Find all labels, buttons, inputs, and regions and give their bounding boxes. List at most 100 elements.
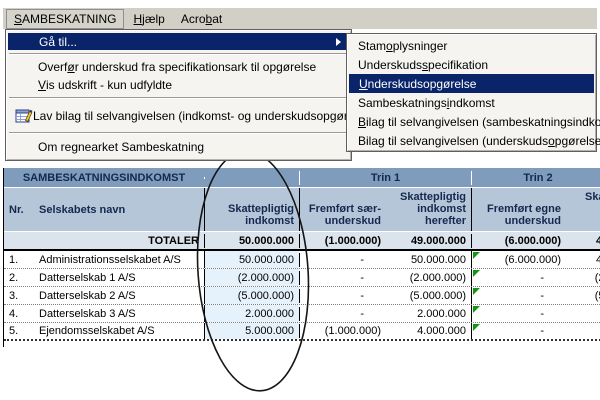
table-header-row: Nr. Selskabets navn Skattepligtig indkom… [4,188,600,232]
menu-separator [9,97,348,99]
cell-value: - [540,307,544,320]
totals-her1: 49.000.000 [410,234,466,247]
cell-indkomst-herefter-1[interactable]: 50.000.000 [410,253,466,266]
cell-indkomst-herefter-1[interactable]: (5.000.000) [409,289,466,302]
submenu-item-sambeskatningsindkomst[interactable]: Sambeskatnings i ndkomst [348,93,595,112]
label-segment: pgørelse) [554,133,600,148]
cell-skattepligtig-indkomst[interactable]: (5.000.000) [204,287,299,304]
cell-indkomst-herefter-1[interactable]: 4.000.000 [417,325,466,337]
label-segment: ilag til selvangivelsen (sambeskatningsi… [366,114,600,129]
menu-item-ga-til[interactable]: Gå til... [8,33,349,50]
menu-item-lav-bilag[interactable]: Lav bilag til selvangivelsen (indkomst- … [7,102,374,129]
row-nr: 2. [9,271,19,284]
cell-indkomst-herefter-2[interactable]: 4.000.000 [566,324,600,338]
table-row: 1. Administrationsselskabet A/S 50.000.0… [4,251,600,269]
band-trin1: Trin 1 [299,170,471,185]
cell-indkomst-herefter-2[interactable]: 44.000.000 [566,253,600,267]
table-title: SAMBESKATNINGSINDKOMST [22,171,186,184]
cell-fremfort-egne[interactable]: - [471,269,566,286]
label-segment: o [386,38,393,53]
header-indkomst-herefter-2: Skattepligtig indkomst herefter [584,191,600,203]
totals-spacer [4,240,34,242]
submenu-item-bilag-underskudsopgorelse[interactable]: Bilag til selvangivelsen (underskuds o pgø… [348,131,600,150]
row-nr: 5. [9,325,19,337]
row-nr: 4. [9,307,19,320]
cell-indkomst-herefter-2[interactable]: (5.000.000) [594,289,600,302]
header-selskabets-navn: Selskabets navn [39,203,126,216]
cell-value: (6.000.000) [504,253,561,266]
sambeskatning-table: SAMBESKATNINGSINDKOMST Trin 1 Trin 2 Nr.… [3,168,600,347]
cell-value: - [540,325,544,337]
label-segment: ndkomst [449,95,495,110]
label-segment: Overf [38,60,68,74]
ga-til-submenu: Stam o plysninger Underskuds s pecifikation … [346,33,600,152]
header-fremfort-saerunderskud: Fremført sær-underskud [299,188,386,231]
cell-fremfort-egne[interactable]: (6.000.000) [471,251,566,268]
comment-marker-icon [473,324,480,331]
cell-skattepligtig-indkomst[interactable]: (2.000.000) [204,269,299,286]
menu-separator [9,132,348,134]
label-segment: at [212,11,223,26]
menubar-item-acrobat[interactable]: Acrobat [174,10,229,28]
label-segment: U [359,76,368,91]
label-segment: o [548,133,555,148]
table-row: 4. Datterselskab 3 A/S 2.000.000 - 2.000… [4,305,600,323]
label-segment: B [358,114,367,129]
menu-item-om-regnearket[interactable]: Om regnearket Sambeskatning [7,137,350,157]
cell-indkomst-herefter-1[interactable]: (2.000.000) [409,271,466,284]
menubar-item-hjaelp[interactable]: Hjælp [126,10,171,28]
totals-label: TOTALER [148,234,199,247]
label-segment: S [14,11,23,26]
label-segment: plysninger [392,38,448,53]
cell-fremfort-saer[interactable]: - [299,288,386,303]
label-segment: Om regnearket Sambeskatning [38,140,205,154]
cell-fremfort-egne[interactable]: - [471,287,566,304]
menu-item-overfor-underskud[interactable]: Overf ø r underskud fra specifikationsark … [7,58,350,76]
cell-skattepligtig-indkomst[interactable]: 5.000.000 [204,323,299,339]
label-segment: Lav bilag til selvangivelsen (indkomst- … [33,108,374,123]
cell-indkomst-herefter-2[interactable]: (2.000.000) [594,271,600,284]
header-nr: Nr. [9,203,24,216]
totals-saer: (1.000.000) [299,233,386,248]
cell-indkomst-herefter-2[interactable]: 2.000.000 [566,307,600,321]
sambeskatning-menu: Gå til... Overf ø r underskud fra specifik… [5,29,374,161]
totals-her2: 43.000.000 [566,234,600,248]
comment-marker-icon [473,270,480,277]
cell-fremfort-egne[interactable]: - [471,323,566,339]
totals-skat: 50.000.000 [204,233,299,248]
band-trin2: Trin 2 [471,170,600,185]
label-segment: Bilag til selvangivelsen (underskuds [358,133,549,148]
cell-fremfort-saer[interactable]: - [299,306,386,321]
table-row: 2. Datterselskab 1 A/S (2.000.000) - (2.… [4,269,600,287]
table-row: 3. Datterselskab 2 A/S (5.000.000) - (5.… [4,287,600,305]
label-segment: b [205,11,213,26]
cell-skattepligtig-indkomst[interactable]: 2.000.000 [204,305,299,322]
cell-fremfort-saer[interactable]: - [299,270,386,285]
band-spacer [204,176,299,179]
label-segment: H [133,11,143,26]
comment-marker-icon [473,252,480,259]
submenu-arrow-icon [336,37,341,46]
cell-fremfort-saer[interactable]: (1.000.000) [299,324,386,338]
row-company-name: Datterselskab 1 A/S [39,271,136,284]
cell-indkomst-herefter-1[interactable]: 2.000.000 [417,307,466,320]
menu-bar: SAMBESKATNING Hjælp Acrobat [3,8,597,29]
label-segment: pecifikation [428,57,489,72]
label-segment: is udskrift - kun udfyldte [46,78,173,92]
submenu-item-underskudsspecifikation[interactable]: Underskuds s pecifikation [348,55,595,74]
cell-skattepligtig-indkomst[interactable]: 50.000.000 [204,251,299,268]
table-row: 5. Ejendomsselskabet A/S 5.000.000 (1.00… [4,323,600,341]
cell-fremfort-egne[interactable]: - [471,305,566,322]
header-fremfort-egne-underskud: Fremført egne underskud [471,188,566,231]
label-segment: i [446,95,450,110]
submenu-item-stamoplysninger[interactable]: Stam o plysninger [348,36,595,55]
menubar-item-sambeskatning[interactable]: SAMBESKATNING [6,8,125,29]
cell-fremfort-saer[interactable]: - [299,252,386,267]
label-segment: nderskudsopgørelse [367,76,477,91]
row-nr: 1. [9,253,19,266]
label-segment: Underskuds [358,57,423,72]
label-segment: r underskud fra specifikationsark til op… [74,60,317,74]
